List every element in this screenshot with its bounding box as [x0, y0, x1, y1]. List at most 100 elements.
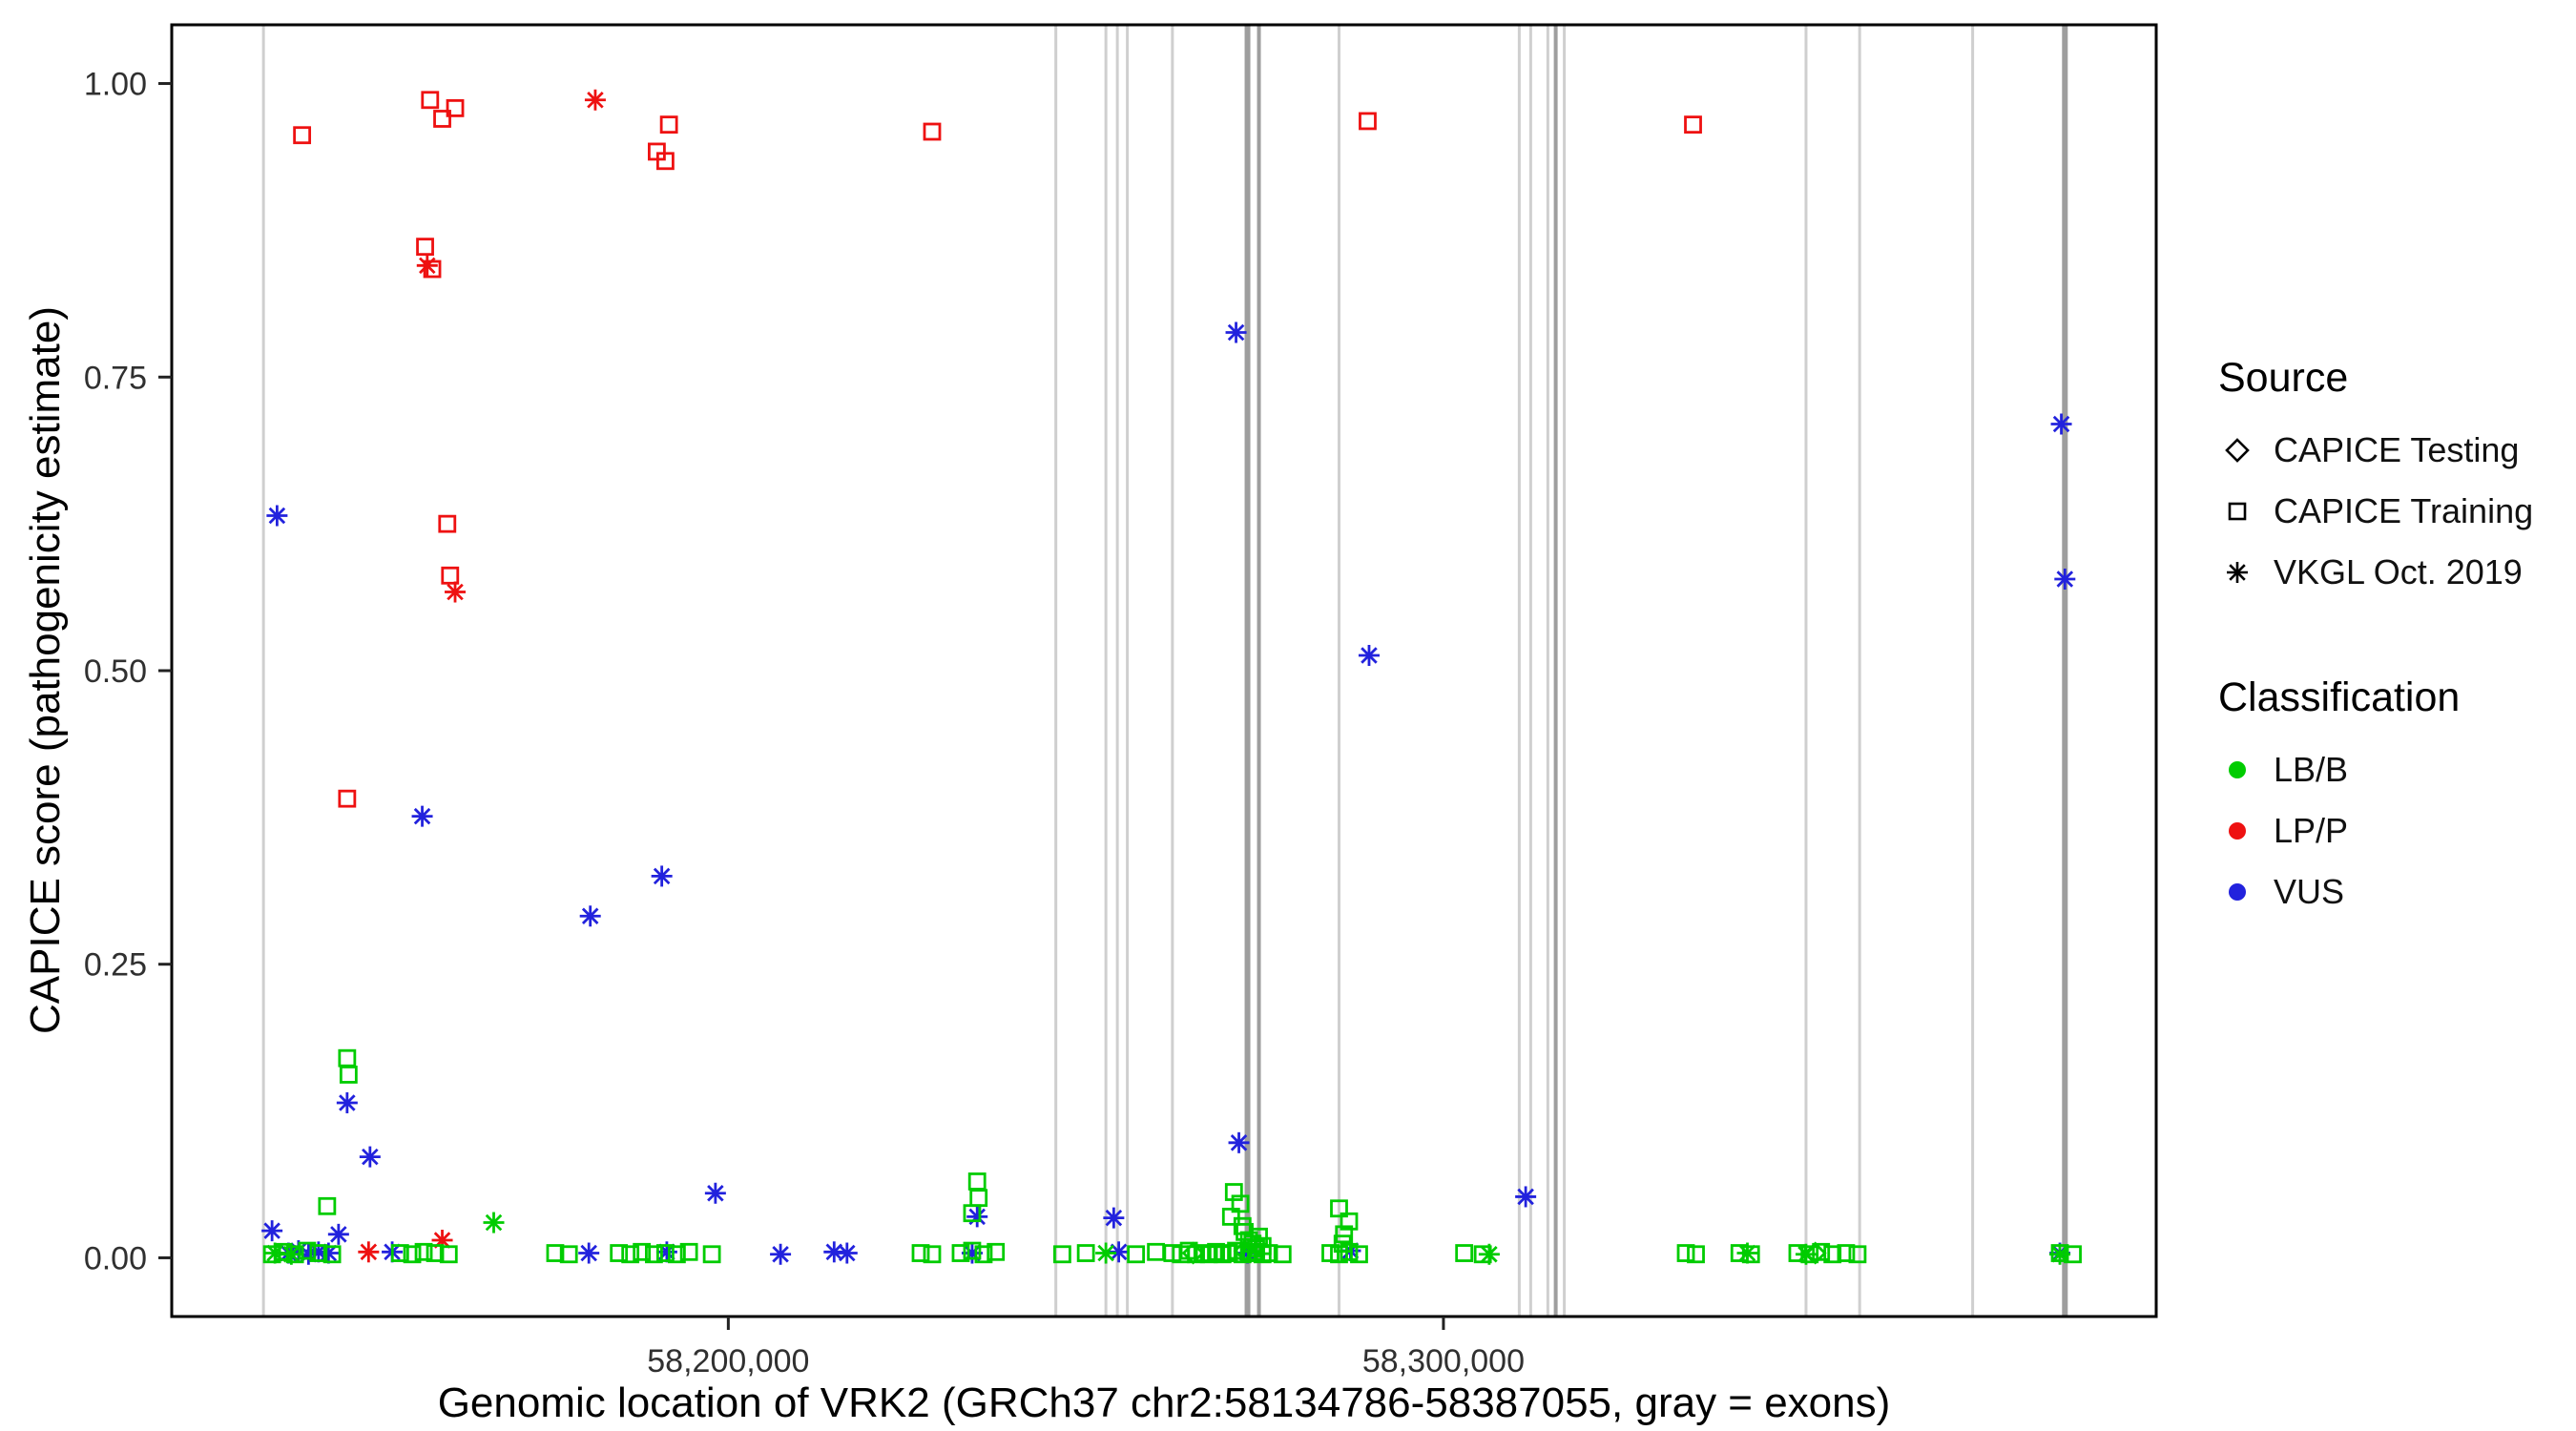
data-point — [416, 238, 434, 257]
data-point — [336, 1091, 358, 1113]
data-point — [1330, 1245, 1348, 1264]
data-point — [963, 1241, 982, 1260]
data-point — [1221, 1207, 1240, 1226]
data-point — [445, 581, 467, 603]
data-point — [1455, 1244, 1474, 1262]
y-tick-label: 1.00 — [84, 67, 147, 103]
data-point — [1127, 1245, 1146, 1264]
y-axis-label: CAPICE score (pathogenicity estimate) — [22, 306, 69, 1035]
data-point — [390, 1244, 409, 1262]
data-point — [421, 91, 440, 110]
data-point — [1848, 1245, 1867, 1264]
data-point — [1273, 1245, 1292, 1264]
data-point — [327, 1223, 349, 1245]
series-lbb-asterisk — [264, 1212, 2071, 1265]
data-point — [1478, 1243, 1500, 1265]
data-point — [1340, 1212, 1359, 1231]
data-point — [659, 115, 678, 135]
data-point — [261, 1220, 283, 1242]
data-point — [679, 1242, 698, 1261]
data-point — [1076, 1244, 1095, 1262]
data-point — [1837, 1244, 1856, 1262]
data-point — [339, 1066, 358, 1084]
data-point — [969, 1189, 988, 1208]
data-point — [1340, 1242, 1359, 1261]
data-point — [1053, 1245, 1071, 1264]
data-point — [439, 1245, 458, 1264]
data-point — [358, 1241, 380, 1263]
data-point — [1736, 1242, 1758, 1264]
data-point — [416, 255, 438, 277]
data-point — [645, 1245, 663, 1264]
data-point — [1687, 1245, 1705, 1264]
data-point — [656, 1244, 675, 1262]
x-tick-label: 58,300,000 — [1362, 1343, 1525, 1379]
y-tick-label: 0.75 — [84, 360, 147, 396]
legend-item-label: CAPICE Training — [2274, 491, 2534, 530]
data-point — [293, 126, 312, 145]
data-point — [651, 865, 673, 887]
data-point — [1147, 1242, 1166, 1261]
data-point — [414, 1242, 433, 1261]
y-tick-label: 0.00 — [84, 1240, 147, 1276]
legend-source-title: Source — [2218, 355, 2349, 401]
diamond-icon — [2225, 438, 2250, 463]
data-point — [1676, 1244, 1695, 1262]
data-point — [966, 1206, 988, 1228]
data-point — [633, 1242, 652, 1261]
data-point — [621, 1245, 640, 1264]
data-point — [923, 1245, 942, 1264]
legend-item-label: VKGL Oct. 2019 — [2274, 552, 2523, 591]
green-dot-icon — [2229, 761, 2246, 778]
data-point — [1233, 1239, 1257, 1263]
data-point — [963, 1204, 982, 1223]
legend-item-label: LP/P — [2274, 811, 2349, 850]
series-lpp-asterisk — [358, 89, 606, 1263]
legend-item-vus: VUS — [2218, 872, 2571, 912]
data-point — [1515, 1186, 1537, 1208]
data-point — [702, 1245, 721, 1264]
legend-item-label: VUS — [2274, 872, 2345, 911]
series-lpp-square — [293, 91, 1702, 808]
data-point — [967, 1172, 987, 1191]
data-point — [579, 905, 601, 927]
axis-ticks: 58,200,000 58,300,000 0.00 0.25 0.50 0.75 1.00 — [84, 67, 1525, 1379]
data-point — [433, 110, 451, 128]
data-point — [584, 89, 606, 111]
data-point — [770, 1243, 792, 1265]
data-point — [1812, 1242, 1831, 1261]
data-point — [1335, 1225, 1354, 1244]
data-point — [426, 1244, 445, 1262]
legend-item-vkgl: VKGL Oct. 2019 — [2218, 552, 2571, 592]
legend-classification-title: Classification — [2218, 674, 2461, 720]
data-point — [359, 1146, 381, 1168]
data-point — [911, 1244, 930, 1262]
data-point — [403, 1245, 422, 1264]
data-point — [298, 1241, 317, 1260]
series-lbb-diamond — [1181, 1239, 1827, 1265]
data-point — [667, 1245, 686, 1264]
data-point — [2054, 568, 2076, 590]
legend-item-label: LB/B — [2274, 750, 2349, 789]
legend-classification-section: Classification LB/B LP/P VUS — [2218, 674, 2571, 912]
data-point — [2049, 1243, 2071, 1265]
data-point — [1103, 1207, 1125, 1229]
legend-item-label: CAPICE Testing — [2274, 430, 2520, 469]
y-tick-label: 0.50 — [84, 653, 147, 690]
legend-item-lpp: LP/P — [2218, 811, 2571, 851]
data-point — [318, 1196, 337, 1215]
x-axis-label: Genomic location of VRK2 (GRCh37 chr2:58… — [437, 1379, 1891, 1426]
legend-item-capice-testing: CAPICE Testing — [2218, 430, 2571, 470]
data-point — [1181, 1241, 1205, 1265]
data-point — [656, 152, 675, 171]
data-point — [1358, 644, 1380, 666]
data-point — [1330, 1199, 1348, 1218]
data-point — [610, 1244, 629, 1262]
data-point — [1259, 1244, 1278, 1262]
data-point — [280, 1243, 302, 1265]
legend-item-lbb: LB/B — [2218, 750, 2571, 790]
data-point — [1231, 1194, 1250, 1213]
legend-item-capice-training: CAPICE Training — [2218, 491, 2571, 531]
data-point — [309, 1244, 328, 1262]
